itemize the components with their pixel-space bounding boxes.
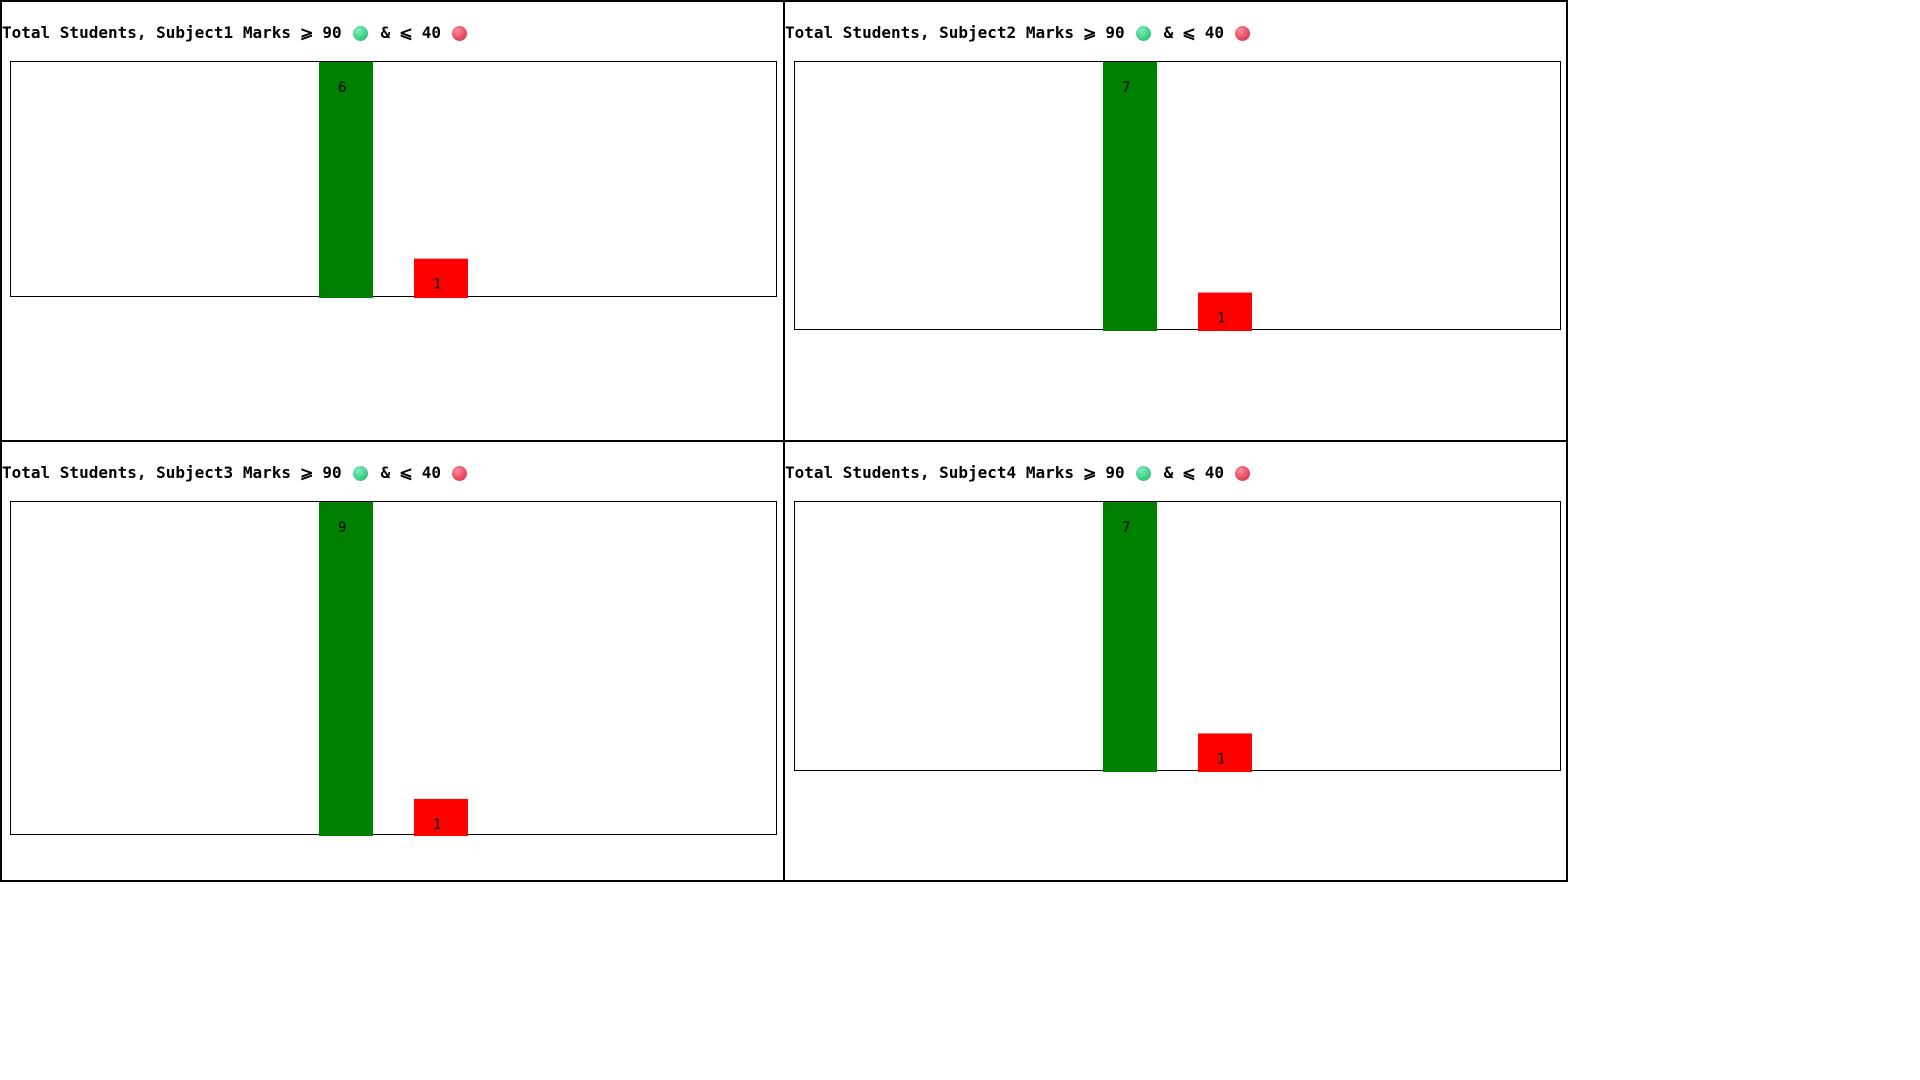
- green-circle-icon: [352, 465, 368, 481]
- low-threshold: 40: [421, 23, 441, 42]
- low-threshold: 40: [1204, 463, 1224, 482]
- high-threshold: 90: [1105, 23, 1125, 42]
- bar-label-low: 1: [1217, 751, 1225, 767]
- chart-title: Total Students, Subject2 Marks ⩾ 90 & ⩽ …: [785, 22, 1254, 44]
- ge-symbol: ⩾: [1082, 23, 1097, 42]
- bar-chart-svg: 71: [1103, 62, 1252, 331]
- bar-high-marks: [319, 62, 373, 298]
- chart-panel-subject4: Total Students, Subject4 Marks ⩾ 90 & ⩽ …: [783, 440, 1568, 882]
- bar-label-low: 1: [433, 277, 441, 293]
- chart-title-text: Total Students, Subject3 Marks: [2, 463, 291, 482]
- green-circle-icon: [1135, 465, 1151, 481]
- bar-low-marks: [1198, 733, 1252, 772]
- low-threshold: 40: [421, 463, 441, 482]
- low-threshold: 40: [1204, 23, 1224, 42]
- green-circle-icon: [352, 25, 368, 41]
- bar-low-marks: [414, 258, 468, 298]
- bar-high-marks: [319, 502, 373, 836]
- red-circle-icon: [451, 25, 467, 41]
- bar-label-high: 6: [338, 80, 346, 96]
- bar-label-high: 7: [1122, 520, 1130, 536]
- high-threshold: 90: [322, 463, 342, 482]
- red-circle-icon: [1234, 25, 1250, 41]
- chart-title: Total Students, Subject1 Marks ⩾ 90 & ⩽ …: [2, 22, 471, 44]
- chart-title-text: Total Students, Subject2 Marks: [785, 23, 1074, 42]
- le-symbol: ⩽: [1182, 463, 1196, 482]
- bar-chart-svg: 91: [319, 502, 468, 836]
- bar-chart-svg: 71: [1103, 502, 1252, 772]
- ampersand: &: [380, 23, 391, 42]
- le-symbol: ⩽: [399, 23, 413, 42]
- chart-title: Total Students, Subject4 Marks ⩾ 90 & ⩽ …: [785, 462, 1254, 484]
- ge-symbol: ⩾: [1082, 463, 1097, 482]
- le-symbol: ⩽: [399, 463, 413, 482]
- le-symbol: ⩽: [1182, 23, 1196, 42]
- bar-label-high: 9: [338, 520, 346, 536]
- ampersand: &: [1163, 463, 1174, 482]
- high-threshold: 90: [1105, 463, 1125, 482]
- ampersand: &: [1163, 23, 1174, 42]
- bar-low-marks: [1198, 292, 1252, 331]
- chart-panel-subject1: Total Students, Subject1 Marks ⩾ 90 & ⩽ …: [0, 0, 785, 442]
- bar-chart-svg: 61: [319, 62, 468, 298]
- bar-high-marks: [1103, 62, 1157, 331]
- high-threshold: 90: [322, 23, 342, 42]
- bar-low-marks: [414, 798, 468, 836]
- chart-title-text: Total Students, Subject1 Marks: [2, 23, 291, 42]
- red-circle-icon: [1234, 465, 1250, 481]
- bar-high-marks: [1103, 502, 1157, 772]
- bar-label-low: 1: [1217, 311, 1225, 327]
- chart-title-text: Total Students, Subject4 Marks: [785, 463, 1074, 482]
- ge-symbol: ⩾: [299, 463, 314, 482]
- chart-panel-subject2: Total Students, Subject2 Marks ⩾ 90 & ⩽ …: [783, 0, 1568, 442]
- bar-label-low: 1: [433, 817, 441, 833]
- bar-label-high: 7: [1122, 80, 1130, 96]
- chart-title: Total Students, Subject3 Marks ⩾ 90 & ⩽ …: [2, 462, 471, 484]
- chart-panel-subject3: Total Students, Subject3 Marks ⩾ 90 & ⩽ …: [0, 440, 785, 882]
- red-circle-icon: [451, 465, 467, 481]
- ampersand: &: [380, 463, 391, 482]
- green-circle-icon: [1135, 25, 1151, 41]
- ge-symbol: ⩾: [299, 23, 314, 42]
